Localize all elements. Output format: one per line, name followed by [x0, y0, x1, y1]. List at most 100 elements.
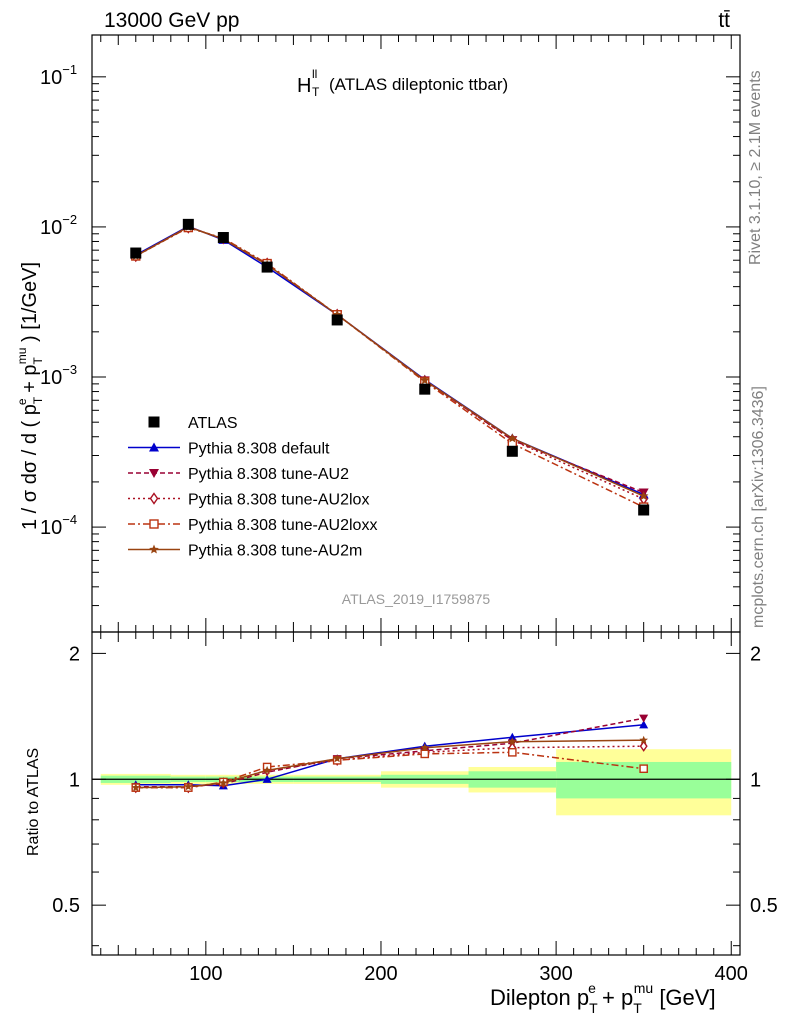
xlabel-part-1: Dilepton p — [490, 985, 589, 1010]
legend-marker-au2 — [149, 469, 159, 478]
y-tick-label-exponent: −3 — [62, 362, 77, 377]
ratio-line-au2loxx — [135, 751, 644, 789]
legend-label-au2: Pythia 8.308 tune-AU2 — [188, 466, 349, 483]
plot-title: H ll T (ATLAS dileptonic ttbar) — [297, 67, 508, 99]
analysis-label: ATLAS_2019_I1759875 — [342, 591, 491, 607]
series-point-au2m — [507, 433, 518, 443]
ylabel-T-sub-2: T — [31, 357, 45, 365]
legend-label-au2loxx: Pythia 8.308 tune-AU2loxx — [188, 517, 377, 534]
xlabel-part-2: + p — [596, 985, 633, 1010]
rivet-label: Rivet 3.1.10, ≥ 2.1M events — [747, 70, 764, 265]
series-point-au2m — [638, 491, 649, 501]
legend-label-au2lox: Pythia 8.308 tune-AU2lox — [188, 492, 369, 509]
ratio-point-au2lox — [639, 740, 648, 752]
legend: ATLAS Pythia 8.308 default Pythia 8.308 tu… — [128, 415, 377, 560]
legend-label-au2m: Pythia 8.308 tune-AU2m — [188, 543, 362, 560]
data-point-atlas — [261, 261, 273, 273]
ratio-line-default — [135, 724, 644, 787]
legend-marker-au2lox — [149, 492, 159, 505]
y-tick-label: 10−1 — [40, 62, 77, 89]
ratio-y-tick-label-left: 1 — [69, 769, 80, 791]
y-tick-label-exponent: −4 — [62, 512, 77, 527]
series-point-au2m — [420, 375, 430, 385]
ratio-point-default — [639, 720, 649, 729]
xlabel-T-sub-1: T — [589, 1000, 598, 1016]
ylabel-e-sup: e — [15, 398, 29, 405]
y-tick-label-base: 10 — [40, 367, 62, 389]
x-tick-label: 400 — [715, 963, 748, 985]
ratio-point-au2loxx — [508, 748, 517, 757]
ratio-point-au2 — [639, 714, 649, 723]
ratio-y-tick-label-right: 1 — [750, 769, 761, 791]
ratio-point-au2m — [420, 743, 429, 752]
ratio-y-axis-label: Ratio to ATLAS — [25, 748, 42, 856]
data-point-atlas — [506, 445, 518, 457]
ratio-point-au2loxx — [420, 749, 430, 759]
series-line-au2m — [135, 226, 645, 497]
ratio-line-au2lox — [135, 745, 644, 789]
data-point-atlas — [182, 218, 194, 230]
ratio-point-au2m — [184, 782, 193, 791]
ratio-point-au2m — [639, 735, 648, 744]
main-plot-panel: 10−110−210−310−4 H ll T (ATLAS dileptoni… — [15, 34, 741, 633]
y-tick-label: 10−2 — [40, 212, 77, 239]
legend-marker-au2m — [149, 544, 159, 554]
ratio-point-au2m — [219, 778, 228, 787]
ylabel-part-3: ) [1/GeV] — [19, 262, 41, 348]
ratio-y-tick-label-left: 0.5 — [52, 895, 80, 917]
ratio-line-au2m — [135, 739, 644, 789]
svg-text:Dilepton pTe + pTmu [GeV]: Dilepton pTe + pTmu [GeV] — [490, 980, 716, 1016]
data-point-atlas — [638, 504, 650, 516]
svg-text:1 / σ dσ / d ( pTe + pTmu ) [: 1 / σ dσ / d ( pTe + pTmu ) [1/GeV] — [15, 262, 45, 530]
y-tick-label-base: 10 — [40, 67, 62, 89]
ratio-point-au2m — [131, 783, 141, 792]
ratio-y-tick-label-right: 0.5 — [750, 895, 778, 917]
data-point-atlas — [217, 232, 229, 244]
y-tick-label: 10−4 — [40, 512, 77, 539]
title-sup: ll — [312, 67, 317, 81]
x-axis-label: Dilepton pTe + pTmu [GeV] — [490, 980, 716, 1016]
ratio-y-tick-label-right: 2 — [750, 643, 761, 665]
y-tick-label-base: 10 — [40, 217, 62, 239]
ratio-point-au2m — [332, 754, 342, 763]
data-point-atlas — [331, 314, 343, 326]
series-line-au2lox — [135, 226, 645, 500]
legend-marker-atlas — [148, 416, 160, 428]
mcplots-label: mcplots.cern.ch [arXiv:1306.3436] — [750, 386, 767, 628]
legend-label-atlas: ATLAS — [188, 415, 238, 432]
ylabel-part-2: + p — [19, 365, 41, 399]
ylabel-T-sub-1: T — [31, 396, 45, 404]
process-label: tt̄ — [718, 9, 730, 32]
legend-marker-au2loxx — [149, 519, 159, 529]
ratio-point-default — [507, 732, 517, 741]
data-point-atlas — [419, 383, 431, 395]
xlabel-e-sup: e — [588, 980, 596, 996]
legend-label-default: Pythia 8.308 default — [188, 441, 330, 458]
ratio-point-au2loxx — [639, 764, 648, 773]
main-y-axis-label: 1 / σ dσ / d ( pTe + pTmu ) [1/GeV] — [15, 262, 45, 530]
ratio-plot-panel: 0.5 0.5 1 1 2 2 100 200 300 400 Ratio to ATLAS Di… — [25, 631, 778, 1016]
data-point-atlas — [130, 247, 142, 259]
xlabel-T-sub-2: T — [633, 1000, 642, 1016]
y-tick-label-exponent: −2 — [62, 212, 77, 227]
ylabel-mu-sup: mu — [15, 348, 29, 365]
energy-label: 13000 GeV pp — [104, 9, 239, 32]
xlabel-mu-sup: mu — [634, 980, 653, 996]
title-sub: T — [312, 85, 320, 99]
title-main: H — [297, 75, 311, 97]
y-tick-label-base: 10 — [40, 517, 62, 539]
y-tick-label: 10−3 — [40, 362, 77, 389]
ylabel-part-1: 1 / σ dσ / d ( p — [19, 404, 41, 530]
y-tick-label-exponent: −1 — [62, 62, 77, 77]
ratio-point-default — [262, 774, 272, 783]
xlabel-part-3: [GeV] — [653, 985, 715, 1010]
x-tick-label: 200 — [364, 963, 397, 985]
x-tick-label: 100 — [189, 963, 222, 985]
ratio-point-au2m — [508, 737, 517, 746]
ratio-point-au2m — [262, 765, 272, 775]
title-rest: (ATLAS dileptonic ttbar) — [329, 75, 508, 94]
ratio-y-tick-label-left: 2 — [69, 643, 80, 665]
x-tick-label: 300 — [539, 963, 572, 985]
legend-marker-default — [149, 442, 159, 452]
